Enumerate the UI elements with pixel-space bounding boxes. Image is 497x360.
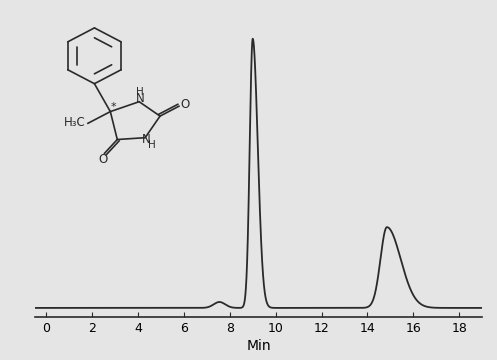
X-axis label: Min: Min: [246, 339, 271, 353]
Text: O: O: [180, 98, 189, 111]
Text: N: N: [142, 133, 151, 147]
Text: O: O: [98, 153, 107, 166]
Text: H: H: [148, 140, 156, 150]
Text: H₃C: H₃C: [64, 116, 86, 129]
Text: N: N: [136, 92, 145, 105]
Text: *: *: [111, 102, 117, 112]
Text: H: H: [136, 87, 144, 97]
